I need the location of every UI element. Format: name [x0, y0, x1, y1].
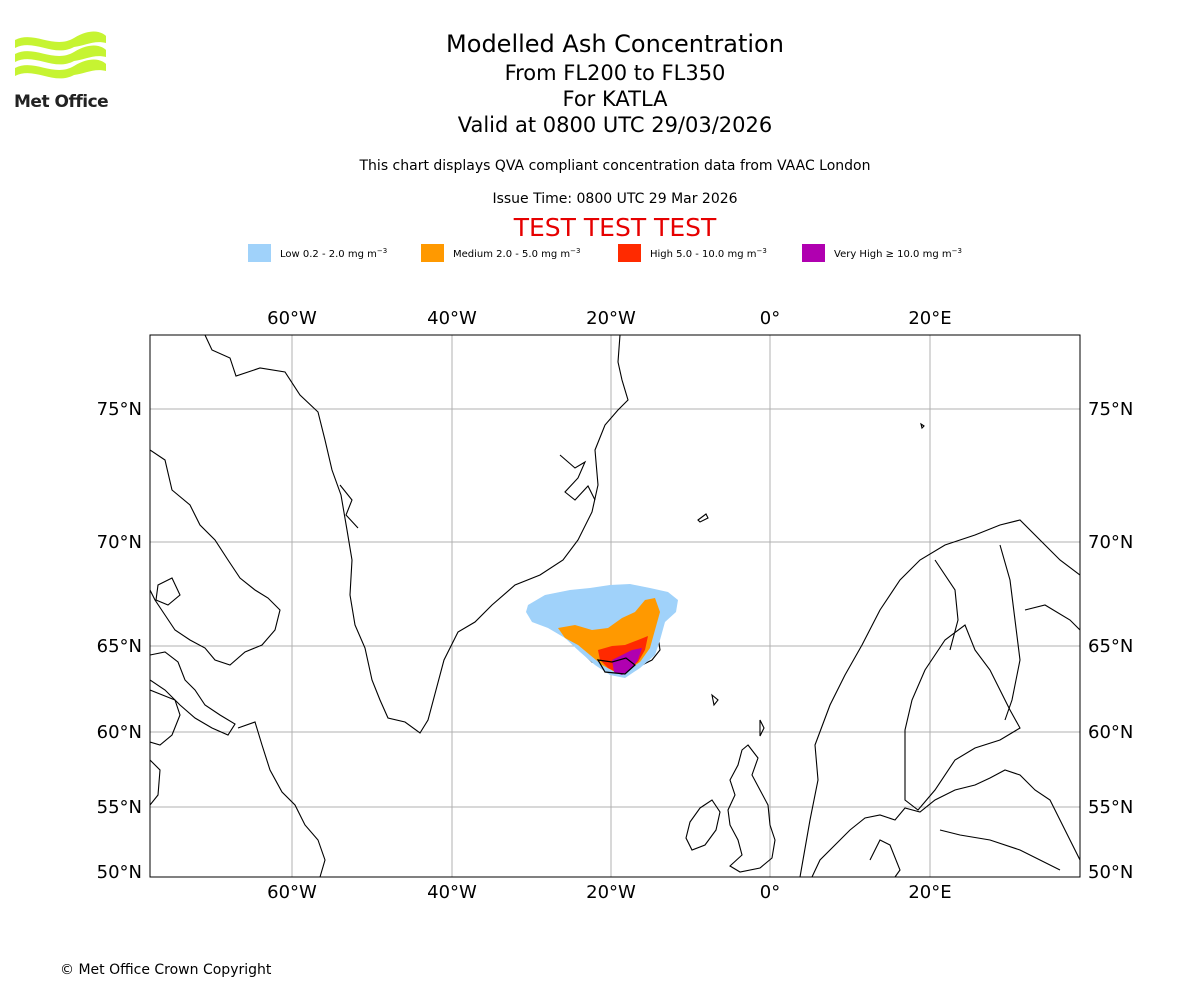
chart-title: Modelled Ash Concentration: [446, 30, 784, 58]
lon-label-bottom: 60°W: [267, 882, 317, 903]
ash-cloud: [526, 584, 678, 678]
europe-coast: [811, 769, 1080, 877]
lat-label-left: 65°N: [97, 636, 142, 657]
greenland-coast: [204, 335, 629, 734]
lat-label-left: 70°N: [97, 532, 142, 553]
legend-label-very-high: Very High ≥ 10.0 mg m: [834, 249, 952, 260]
lat-label-right: 65°N: [1088, 636, 1133, 657]
legend-swatch-high: [618, 244, 641, 262]
scandinavia-coast: [799, 519, 1080, 877]
lon-label-top: 60°W: [267, 308, 317, 329]
ash-very-high: [612, 648, 642, 675]
lon-label-top: 20°E: [908, 308, 951, 329]
lon-label-bottom: 0°: [760, 882, 780, 903]
lat-label-left: 55°N: [97, 797, 142, 818]
lat-label-right: 55°N: [1088, 797, 1133, 818]
copyright: © Met Office Crown Copyright: [60, 962, 272, 978]
lon-label-bottom: 40°W: [427, 882, 477, 903]
britain-coast: [727, 744, 776, 873]
valid-time: Valid at 0800 UTC 29/03/2026: [457, 113, 773, 137]
lon-label-top: 20°W: [586, 308, 636, 329]
legend-label-medium: Medium 2.0 - 5.0 mg m: [453, 249, 571, 260]
map-frame: [149, 334, 1081, 878]
lat-label-left: 60°N: [97, 722, 142, 743]
issue-time: Issue Time: 0800 UTC 29 Mar 2026: [492, 191, 738, 207]
met-office-logo-text: Met Office: [14, 92, 109, 112]
lat-label-right: 60°N: [1088, 722, 1133, 743]
legend-swatch-very-high: [802, 244, 825, 262]
axis-labels: 60°W 40°W 20°W 0° 20°E 60°W 40°W 20°W 0°…: [97, 308, 1134, 903]
test-banner: TEST TEST TEST: [513, 213, 717, 242]
ireland-coast: [685, 799, 721, 851]
lon-label-bottom: 20°E: [908, 882, 951, 903]
lat-label-right: 75°N: [1088, 399, 1133, 420]
lat-label-left: 75°N: [97, 399, 142, 420]
legend-swatch-medium: [421, 244, 444, 262]
lon-label-top: 0°: [760, 308, 780, 329]
legend-label-low: Low 0.2 - 2.0 mg m: [280, 249, 377, 260]
flight-levels: From FL200 to FL350: [504, 61, 726, 85]
baffin-coast: [150, 449, 281, 666]
lat-label-right: 50°N: [1088, 862, 1133, 883]
chart-titles: Modelled Ash Concentration From FL200 to…: [315, 28, 915, 138]
volcano-name: For KATLA: [562, 87, 668, 111]
lon-label-top: 40°W: [427, 308, 477, 329]
lon-label-bottom: 20°W: [586, 882, 636, 903]
met-office-logo: [15, 31, 106, 79]
legend-swatch-low: [248, 244, 271, 262]
lat-label-left: 50°N: [97, 862, 142, 883]
chart-description: This chart displays QVA compliant concen…: [359, 158, 871, 174]
lat-label-right: 70°N: [1088, 532, 1133, 553]
legend-label-high: High 5.0 - 10.0 mg m: [650, 249, 757, 260]
